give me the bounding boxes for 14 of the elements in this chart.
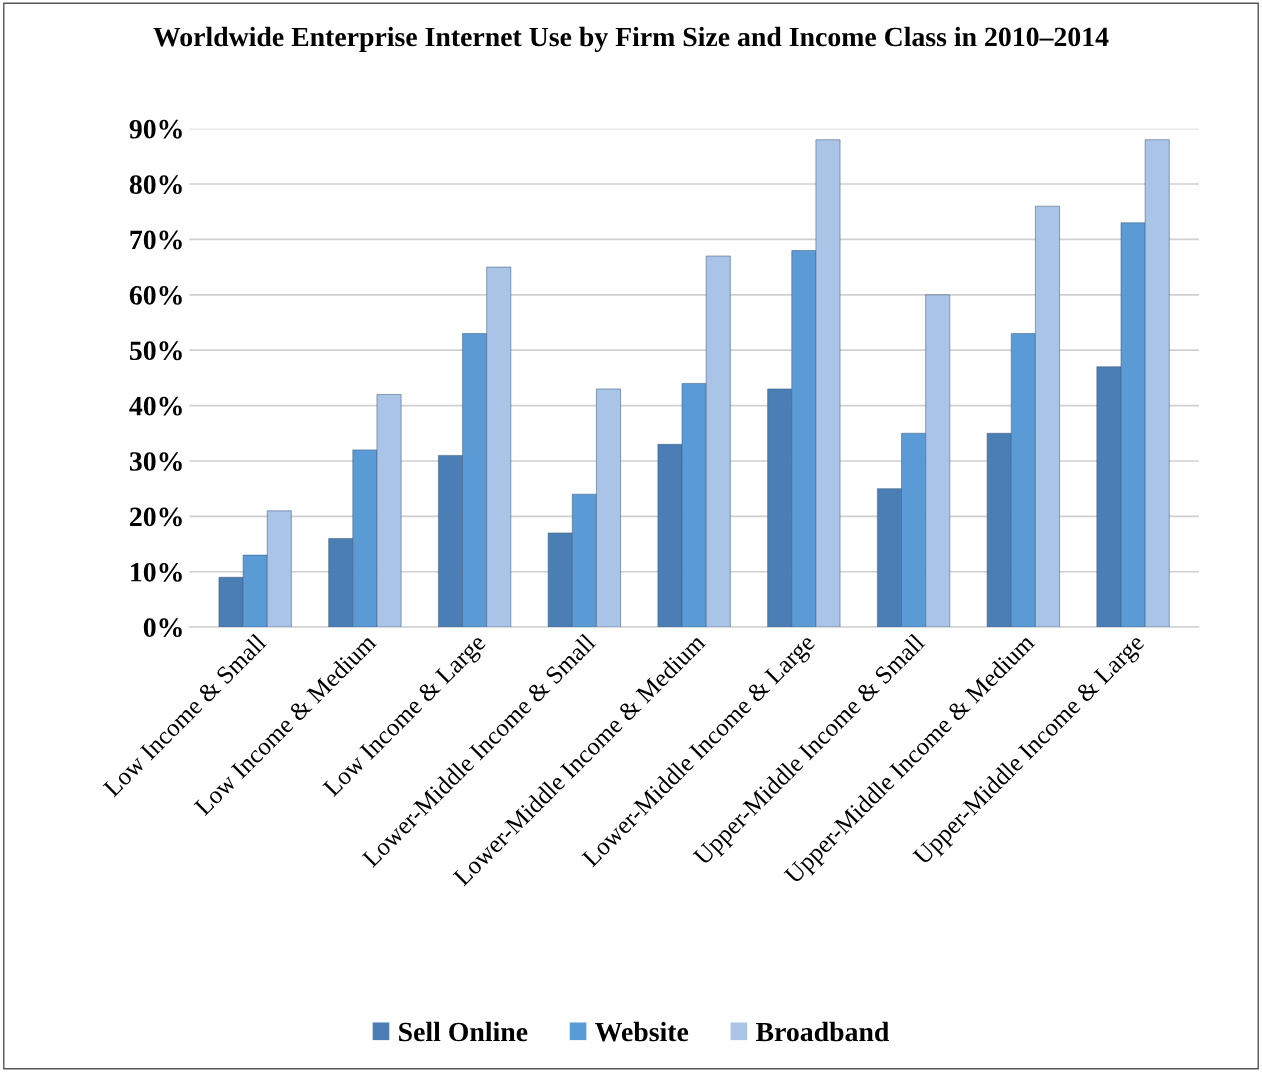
y-tick-label: 40%	[129, 396, 182, 416]
y-tick-label: 30%	[129, 452, 182, 471]
y-tick-label: 80%	[129, 175, 182, 195]
legend-label: Website	[595, 1021, 689, 1042]
legend-label: Sell Online	[399, 1021, 528, 1042]
y-tick-label: 10%	[131, 562, 182, 582]
y-tick-label: 20%	[130, 507, 182, 527]
y-tick-label: 90%	[129, 119, 182, 139]
y-tick-label: 50%	[129, 341, 182, 361]
legend-label: Broadband	[755, 1021, 890, 1042]
y-tick-label: 70%	[130, 230, 182, 250]
y-tick-label: 0%	[143, 618, 182, 638]
chart-title: Worldwide Enterprise Internet Use by Firm Size and Income Class in 2010–2014	[153, 26, 1109, 53]
y-tick-label: 60%	[129, 285, 182, 305]
